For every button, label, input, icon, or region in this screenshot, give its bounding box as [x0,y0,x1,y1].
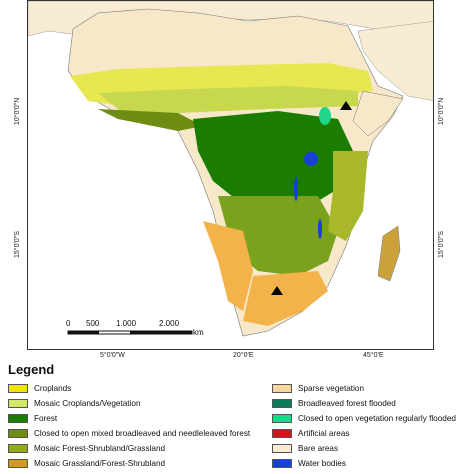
arabian-peninsula [357,21,433,101]
legend-item: Broadleaved forest flooded [272,397,396,409]
lake-tanganyika [294,177,298,201]
lon-label-45e: 45°0'E [363,352,384,359]
scale-unit: km [193,328,204,337]
lake-victoria [304,152,318,166]
legend-label: Bare areas [298,443,339,453]
legend-item: Closed to open mixed broadleaved and nee… [8,427,250,439]
legend-item: Mosaic Grassland/Forest-Shrubland [8,457,165,469]
legend-label: Forest [34,413,58,423]
legend-item: Mosaic Forest-Shrubland/Grassland [8,442,165,454]
legend-swatch [8,458,28,468]
legend-label: Croplands [34,383,72,393]
legend-label: Artificial areas [298,428,350,438]
legend-item: Forest [8,412,57,424]
legend-swatch [272,443,292,453]
legend-swatch [272,398,292,408]
legend-item: Mosaic Croplands/Vegetation [8,397,141,409]
legend-swatch [272,428,292,438]
sahel-mosaic [98,86,358,113]
legend-label: Closed to open vegetation regularly floo… [298,413,456,423]
legend-swatch [272,383,292,393]
lon-label-5w: 5°0'0"W [100,352,125,359]
lon-label-20e: 20°0'E [233,352,254,359]
congo-forest [193,111,353,206]
triangle-marker-south [271,286,283,295]
legend-item: Bare areas [272,442,338,454]
legend-swatch [272,458,292,468]
legend-swatch [8,413,28,423]
scalebar-graphic [67,330,193,335]
legend-swatch [8,443,28,453]
legend-item: Sparse vegetation [272,382,364,394]
scale-tick-0: 0 [66,319,71,328]
triangle-marker-east [340,101,352,110]
legend-item: Croplands [8,382,71,394]
africa-land-cover-map [28,1,433,337]
lake-malawi [318,219,322,239]
legend-item: Water bodies [272,457,346,469]
scale-tick-500: 500 [86,319,100,328]
sudd-wetland [319,107,331,125]
legend-title: Legend [8,362,55,377]
legend-label: Mosaic Croplands/Vegetation [34,398,141,408]
scale-tick-1000: 1.000 [116,319,137,328]
scale-tick-2000: 2.000 [159,319,180,328]
scalebar: 0 500 1.000 2.000 km [66,319,206,341]
west-africa-vegetation [98,109,203,131]
kalahari-sparse [203,221,253,311]
legend-label: Broadleaved forest flooded [298,398,396,408]
lat-label-15s-right: 15°0'0"S [438,231,445,258]
legend-swatch [8,383,28,393]
legend-swatch [8,398,28,408]
madagascar [377,225,401,282]
lat-label-10n: 10°0'0"N [14,97,21,125]
horn-of-africa [352,90,404,137]
map-frame: 0 500 1.000 2.000 km [27,0,434,350]
south-africa-sparse [243,271,328,326]
legend-swatch [8,428,28,438]
legend-label: Mosaic Forest-Shrubland/Grassland [34,443,166,453]
lat-label-15s: 15°0'0"S [14,231,21,258]
legend-item: Closed to open vegetation regularly floo… [272,412,456,424]
legend-label: Mosaic Grassland/Forest-Shrubland [34,458,166,468]
lat-label-10n-right: 10°0'0"N [438,97,445,125]
legend-swatch [272,413,292,423]
east-africa-mosaic [328,151,368,241]
legend-label: Water bodies [298,458,346,468]
legend-item: Artificial areas [272,427,349,439]
legend-label: Sparse vegetation [298,383,364,393]
legend-label: Closed to open mixed broadleaved and nee… [34,428,251,438]
